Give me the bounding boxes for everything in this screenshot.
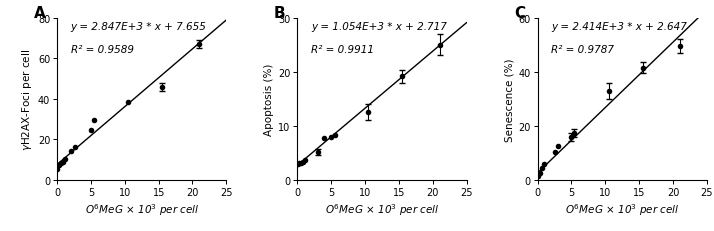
Point xyxy=(565,135,577,139)
Point xyxy=(57,160,69,164)
Point xyxy=(65,149,76,153)
Point xyxy=(123,100,134,104)
Text: y = 2.847E+3 * x + 7.655: y = 2.847E+3 * x + 7.655 xyxy=(71,22,206,32)
Point xyxy=(568,131,580,135)
Point xyxy=(55,162,66,165)
Point xyxy=(69,146,81,150)
X-axis label: $O^6$MeG $\times$ 10$^3$ per cell: $O^6$MeG $\times$ 10$^3$ per cell xyxy=(325,201,439,217)
Point xyxy=(552,145,563,148)
Text: R² = 0.9787: R² = 0.9787 xyxy=(551,44,614,54)
Y-axis label: Senescence (%): Senescence (%) xyxy=(504,58,514,141)
Point xyxy=(536,166,548,170)
Point xyxy=(51,167,63,171)
X-axis label: $O^6$MeG $\times$ 10$^3$ per cell: $O^6$MeG $\times$ 10$^3$ per cell xyxy=(565,201,680,217)
Text: y = 2.414E+3 * x + 2.647: y = 2.414E+3 * x + 2.647 xyxy=(551,22,687,32)
Point xyxy=(299,159,311,163)
Point xyxy=(292,162,303,166)
Point xyxy=(54,163,65,167)
Text: R² = 0.9911: R² = 0.9911 xyxy=(311,44,374,54)
Y-axis label: $\gamma$H2AX-Foci per cell: $\gamma$H2AX-Foci per cell xyxy=(19,49,34,150)
Point xyxy=(363,111,374,115)
Point xyxy=(318,136,330,140)
Point xyxy=(296,161,307,165)
Point xyxy=(603,89,615,93)
Point xyxy=(293,162,305,165)
Point xyxy=(193,43,205,47)
Point xyxy=(85,129,96,133)
Point xyxy=(674,45,685,49)
Point xyxy=(329,134,341,137)
Point xyxy=(88,119,99,122)
Text: R² = 0.9589: R² = 0.9589 xyxy=(71,44,134,54)
Point xyxy=(326,135,337,139)
Text: y = 1.054E+3 * x + 2.717: y = 1.054E+3 * x + 2.717 xyxy=(311,22,447,32)
Point xyxy=(312,150,323,154)
Point xyxy=(532,174,543,178)
Point xyxy=(637,67,648,70)
Text: A: A xyxy=(34,6,45,21)
Point xyxy=(396,75,408,79)
Point xyxy=(534,172,545,175)
X-axis label: $O^6$MeG $\times$ 10$^3$ per cell: $O^6$MeG $\times$ 10$^3$ per cell xyxy=(84,201,199,217)
Point xyxy=(156,85,168,89)
Text: B: B xyxy=(273,6,286,21)
Point xyxy=(297,160,308,164)
Point xyxy=(538,162,550,166)
Point xyxy=(549,150,560,154)
Point xyxy=(434,44,446,47)
Point xyxy=(59,157,70,161)
Text: C: C xyxy=(514,6,525,21)
Y-axis label: Apoptosis (%): Apoptosis (%) xyxy=(264,63,274,135)
